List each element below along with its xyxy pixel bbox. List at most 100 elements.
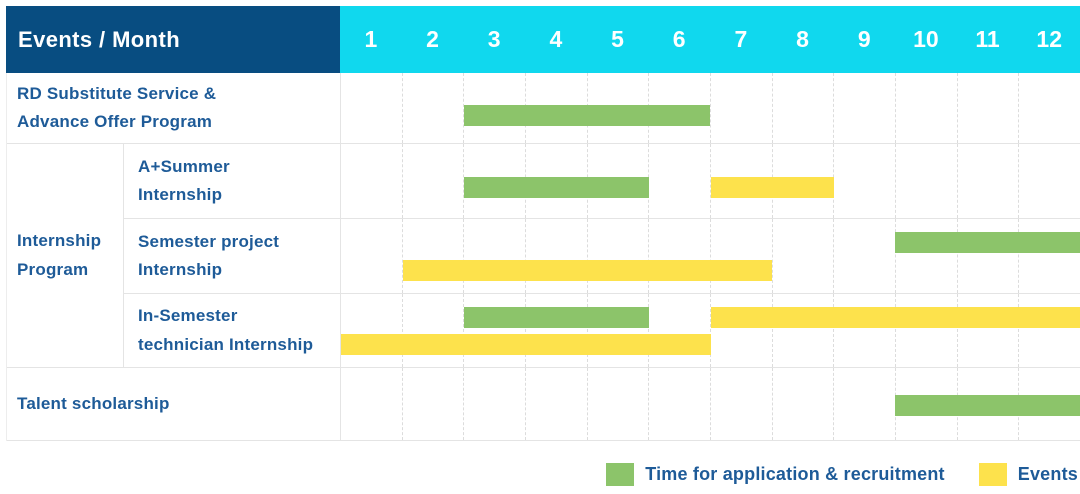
month-header-4: 4 bbox=[549, 26, 563, 52]
month-header-strip: 1 2 3 4 5 6 7 8 9 10 11 12 bbox=[340, 6, 1080, 73]
subrow-label-in-semester-technician: In-Semester technician Internship bbox=[124, 294, 341, 367]
month-cell bbox=[525, 294, 587, 367]
application-period-bar bbox=[464, 105, 711, 127]
month-header-1: 1 bbox=[364, 26, 378, 52]
month-header-7: 7 bbox=[734, 26, 748, 52]
application-period-bar bbox=[895, 394, 1080, 416]
subrow-in-semester-technician: In-Semester technician Internship bbox=[124, 294, 1080, 367]
month-cell bbox=[401, 368, 464, 440]
month-header-3: 3 bbox=[487, 26, 501, 52]
month-cell bbox=[956, 73, 1019, 143]
month-cell bbox=[833, 73, 895, 143]
month-cell bbox=[341, 219, 402, 293]
month-header-8: 8 bbox=[796, 26, 809, 52]
row-talent-scholarship: Talent scholarship bbox=[7, 368, 1080, 441]
application-period-bar bbox=[464, 307, 649, 329]
month-cell bbox=[895, 219, 957, 293]
legend-item-green: Time for application & recruitment bbox=[606, 463, 945, 486]
month-cell bbox=[463, 294, 525, 367]
month-cell bbox=[833, 294, 895, 367]
month-cell bbox=[586, 294, 649, 367]
event-period-bar bbox=[341, 334, 711, 356]
month-cell bbox=[833, 368, 895, 440]
event-period-bar bbox=[710, 176, 834, 198]
row-rd-substitute: RD Substitute Service & Advance Offer Pr… bbox=[7, 73, 1080, 144]
month-cell bbox=[710, 368, 772, 440]
month-grid-a-plus-summer bbox=[341, 144, 1080, 218]
subrow-label-a-plus-summer: A+Summer Internship bbox=[124, 144, 341, 218]
application-period-bar bbox=[895, 231, 1080, 253]
month-cell bbox=[956, 294, 1019, 367]
month-cell bbox=[463, 73, 525, 143]
month-header-5: 5 bbox=[611, 26, 624, 52]
legend: Time for application & recruitment Events bbox=[606, 463, 1078, 486]
row-label-rd-substitute: RD Substitute Service & Advance Offer Pr… bbox=[7, 73, 341, 143]
month-cell bbox=[895, 73, 957, 143]
month-cell bbox=[1018, 294, 1080, 367]
month-cell bbox=[401, 73, 464, 143]
legend-swatch-yellow bbox=[978, 463, 1007, 486]
event-period-bar bbox=[402, 260, 773, 282]
month-header-6: 6 bbox=[672, 26, 686, 52]
month-cell bbox=[648, 368, 710, 440]
month-cell bbox=[648, 294, 710, 367]
month-cell bbox=[895, 294, 957, 367]
month-grid-rd-substitute bbox=[341, 73, 1080, 143]
month-cell bbox=[1018, 219, 1080, 293]
month-cell bbox=[586, 219, 649, 293]
month-cell bbox=[341, 368, 402, 440]
month-cell bbox=[648, 219, 710, 293]
month-cell bbox=[710, 294, 772, 367]
row-label-talent-scholarship: Talent scholarship bbox=[7, 368, 341, 440]
month-cell bbox=[463, 368, 525, 440]
month-cell bbox=[463, 144, 525, 218]
month-cell bbox=[463, 219, 525, 293]
group-label-internship-program: Internship Program bbox=[7, 144, 124, 367]
subrow-label-semester-project: Semester project Internship bbox=[124, 219, 341, 293]
month-cell bbox=[341, 144, 402, 218]
month-cell bbox=[401, 294, 464, 367]
month-cell bbox=[341, 294, 402, 367]
month-header-11: 11 bbox=[975, 26, 1000, 52]
events-month-header-cell: Events / Month bbox=[6, 6, 340, 73]
month-cell bbox=[710, 73, 772, 143]
legend-item-yellow: Events bbox=[978, 463, 1078, 486]
month-cell bbox=[525, 219, 587, 293]
month-header-2: 2 bbox=[426, 26, 439, 52]
subrow-a-plus-summer: A+Summer Internship bbox=[124, 144, 1080, 219]
month-cell bbox=[956, 219, 1019, 293]
month-grid-semester-project bbox=[341, 219, 1080, 293]
month-cell bbox=[586, 368, 649, 440]
month-cell bbox=[525, 368, 587, 440]
month-cell bbox=[1018, 73, 1080, 143]
subrows-internship-program: A+Summer Internship Semester project Inte… bbox=[124, 144, 1080, 367]
month-grid-in-semester-technician bbox=[341, 294, 1080, 367]
month-cell bbox=[648, 144, 710, 218]
month-cell bbox=[1018, 144, 1080, 218]
event-period-bar bbox=[710, 307, 1080, 329]
month-cell bbox=[895, 144, 957, 218]
application-period-bar bbox=[464, 176, 649, 198]
month-cell bbox=[833, 219, 895, 293]
month-cell bbox=[401, 144, 464, 218]
subrow-semester-project: Semester project Internship bbox=[124, 219, 1080, 294]
table-body: RD Substitute Service & Advance Offer Pr… bbox=[6, 73, 1080, 441]
table-header-row: Events / Month 1 2 3 4 5 6 7 8 9 10 11 12 bbox=[6, 6, 1080, 73]
month-cell bbox=[341, 73, 402, 143]
legend-label-green: Time for application & recruitment bbox=[645, 464, 945, 484]
month-cell bbox=[710, 219, 772, 293]
row-internship-program: Internship Program A+Summer Internship Sem… bbox=[7, 144, 1080, 368]
month-cell bbox=[771, 73, 834, 143]
month-grid-talent-scholarship bbox=[341, 368, 1080, 440]
gantt-schedule-table: Events / Month 1 2 3 4 5 6 7 8 9 10 11 12 RD Substi… bbox=[6, 6, 1080, 441]
month-cell bbox=[771, 368, 834, 440]
month-cell bbox=[771, 294, 834, 367]
month-cell bbox=[956, 144, 1019, 218]
month-cell bbox=[401, 219, 464, 293]
month-header-10: 10 bbox=[913, 26, 939, 52]
month-header-9: 9 bbox=[857, 26, 871, 52]
month-cell bbox=[771, 219, 834, 293]
legend-label-yellow: Events bbox=[1017, 464, 1078, 484]
month-header-12: 12 bbox=[1036, 26, 1063, 52]
month-cell bbox=[833, 144, 895, 218]
